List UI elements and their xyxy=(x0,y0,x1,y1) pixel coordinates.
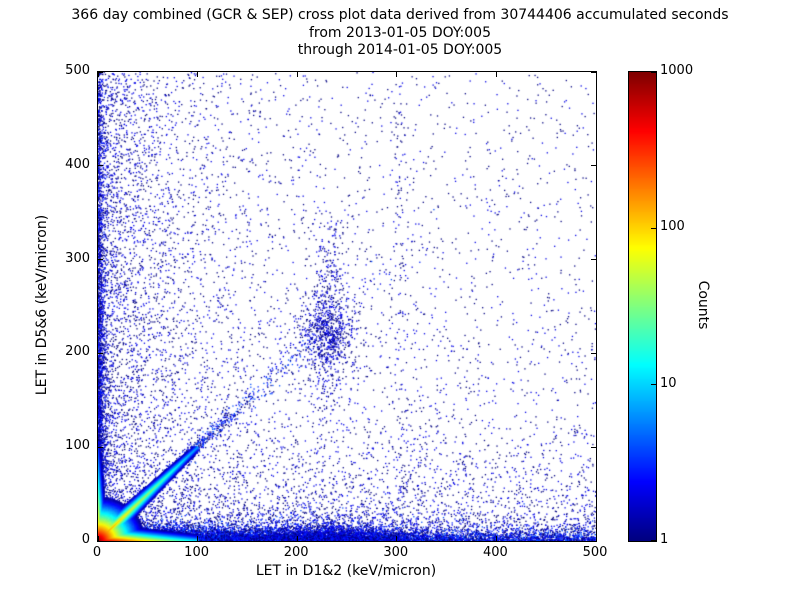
y-tick-mark xyxy=(98,446,103,448)
y-tick-mark xyxy=(591,540,596,542)
y-tick-mark xyxy=(98,259,103,261)
chart-subtitle-from: from 2013-01-05 DOY:005 xyxy=(308,25,491,41)
colorbar-tick-label: 100 xyxy=(660,219,685,235)
colorbar-tick-mark xyxy=(651,71,656,73)
x-tick-label: 400 xyxy=(482,545,508,560)
chart-subtitle-through: through 2014-01-05 DOY:005 xyxy=(297,42,503,58)
colorbar-label: Counts xyxy=(695,280,711,330)
colorbar-tick-mark xyxy=(651,227,656,229)
y-tick-label: 500 xyxy=(65,63,90,78)
y-tick-label: 100 xyxy=(65,438,90,454)
x-tick-mark xyxy=(97,72,99,77)
y-tick-mark xyxy=(98,352,103,354)
x-tick-label: 500 xyxy=(582,545,608,560)
y-tick-mark xyxy=(591,259,596,261)
plot-area xyxy=(97,71,597,542)
colorbar xyxy=(628,71,657,542)
x-tick-label: 200 xyxy=(283,545,309,560)
x-tick-mark xyxy=(97,536,99,541)
x-tick-mark xyxy=(296,536,298,541)
colorbar-tick-label: 10 xyxy=(660,375,677,391)
x-tick-label: 100 xyxy=(184,545,209,560)
y-tick-label: 200 xyxy=(65,344,90,360)
chart-title: 366 day combined (GCR & SEP) cross plot … xyxy=(71,7,729,23)
x-axis-label: LET in D1&2 (keV/micron) xyxy=(255,563,437,579)
x-tick-label: 0 xyxy=(92,545,102,560)
colorbar-gradient-canvas xyxy=(629,72,656,541)
x-tick-mark xyxy=(595,72,597,77)
x-tick-mark xyxy=(197,536,199,541)
x-tick-mark xyxy=(495,536,497,541)
y-tick-label: 0 xyxy=(81,532,90,547)
y-tick-mark xyxy=(591,71,596,73)
scatter-density-canvas xyxy=(98,72,596,541)
y-tick-mark xyxy=(591,352,596,354)
colorbar-tick-label: 1000 xyxy=(660,63,694,78)
colorbar-tick-label: 1 xyxy=(660,532,669,547)
y-tick-mark xyxy=(591,446,596,448)
x-tick-mark xyxy=(197,72,199,77)
colorbar-tick-mark xyxy=(651,384,656,386)
y-tick-mark xyxy=(591,165,596,167)
y-tick-mark xyxy=(98,165,103,167)
y-tick-mark xyxy=(98,71,103,73)
x-tick-mark xyxy=(595,536,597,541)
y-axis-label: LET in D5&6 (keV/micron) xyxy=(34,214,50,396)
y-tick-label: 300 xyxy=(65,250,90,266)
y-tick-mark xyxy=(98,540,103,542)
y-tick-label: 400 xyxy=(65,156,90,172)
colorbar-tick-mark xyxy=(651,539,656,541)
x-tick-mark xyxy=(396,72,398,77)
x-tick-label: 300 xyxy=(383,545,409,560)
x-tick-mark xyxy=(396,536,398,541)
x-tick-mark xyxy=(495,72,497,77)
x-tick-mark xyxy=(296,72,298,77)
